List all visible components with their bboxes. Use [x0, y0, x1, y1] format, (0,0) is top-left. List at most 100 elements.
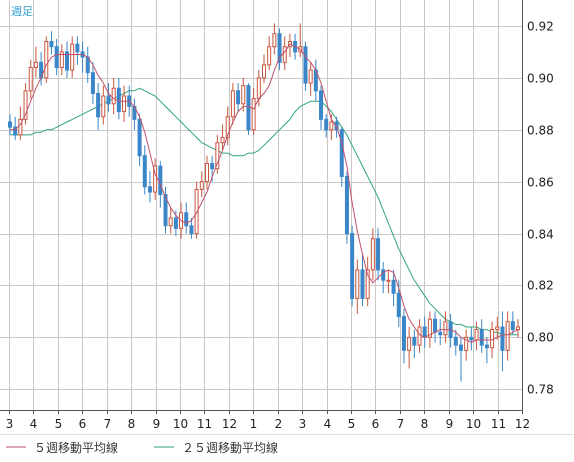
candle-body-down [360, 269, 365, 299]
candle [355, 259, 360, 314]
candle-body-down [319, 90, 324, 120]
candle-body-up [199, 181, 204, 190]
x-tick-label: 5 [55, 417, 63, 431]
candle [49, 31, 54, 55]
candle-body-up [70, 43, 75, 71]
candle [438, 319, 443, 346]
candle [381, 262, 386, 294]
candle-body-up [308, 69, 313, 84]
candle-body-down [350, 233, 355, 299]
candle-body-up [365, 269, 370, 299]
candle-body-down [142, 155, 147, 188]
legend: ５週移動平均線 ２５週移動平均線 [6, 440, 278, 455]
candle-body-down [500, 326, 505, 351]
candle-body-down [173, 217, 178, 229]
candle [277, 28, 282, 71]
chart-title: 週足 [11, 5, 33, 18]
y-tick-label: 0.92 [527, 20, 554, 34]
candle [90, 62, 95, 104]
candle [376, 228, 381, 281]
candle [204, 155, 209, 190]
x-tick-label: 3 [299, 417, 307, 431]
candle-body-up [464, 336, 469, 351]
candle [412, 329, 417, 359]
y-tick-label: 0.90 [527, 72, 554, 86]
legend-ma25-label: ２５週移動平均線 [182, 440, 278, 455]
candle [163, 186, 168, 234]
candle-body-down [96, 92, 101, 118]
candle [401, 308, 406, 364]
y-tick-label: 0.80 [527, 331, 554, 345]
candle-body-down [334, 121, 339, 131]
candle [303, 41, 308, 91]
candle-body-up [153, 165, 158, 193]
x-tick-label: 4 [324, 417, 332, 431]
x-tick-label: 7 [104, 417, 112, 431]
candle-body-up [282, 46, 287, 63]
candle-body-up [386, 279, 391, 282]
candle-body-down [90, 72, 95, 94]
candle [147, 171, 152, 203]
x-tick-label: 11 [197, 417, 212, 431]
x-tick-label: 10 [466, 417, 481, 431]
candle-body-down [458, 344, 463, 351]
candle [8, 114, 12, 135]
candle [70, 36, 75, 78]
candle-body-up [495, 326, 500, 331]
candle [189, 217, 194, 239]
candle-body-down [412, 336, 417, 346]
candle-body-up [168, 217, 173, 227]
y-tick-label: 0.84 [527, 228, 554, 242]
candle-body-up [443, 321, 448, 336]
x-tick-label: 9 [446, 417, 454, 431]
candle-body-up [329, 121, 334, 131]
candle-body-down [65, 51, 70, 71]
candle [458, 337, 463, 382]
candle [386, 269, 391, 294]
candle-body-down [163, 194, 168, 227]
candle-body-down [116, 87, 121, 113]
candle [59, 44, 64, 76]
candle-body-up [101, 95, 106, 118]
candle [272, 23, 277, 55]
candle-body-up [241, 85, 246, 105]
candle [54, 38, 59, 76]
candle-body-down [453, 336, 458, 346]
candle [215, 134, 220, 174]
candle [282, 36, 287, 71]
candle [479, 319, 484, 353]
candle [168, 207, 173, 234]
x-tick-label: 6 [79, 417, 87, 431]
candle-body-up [505, 321, 510, 351]
x-tick-label: 3 [6, 417, 14, 431]
candle-body-down [484, 344, 489, 349]
candle [500, 311, 505, 372]
candle [142, 145, 147, 195]
candle [516, 319, 520, 338]
x-tick-label: 7 [397, 417, 405, 431]
candle-body-up [33, 61, 38, 68]
candle-body-up [59, 51, 64, 68]
candle [137, 114, 142, 167]
candle-body-down [54, 46, 59, 68]
x-tick-label: 6 [372, 417, 380, 431]
candle-body-down [236, 90, 241, 105]
candle [344, 171, 349, 244]
candle [469, 326, 474, 351]
candle [324, 114, 329, 138]
candle-body-up [516, 326, 520, 331]
candle [18, 106, 23, 141]
candle-body-down [277, 33, 282, 63]
candle [184, 202, 189, 234]
candle-body-up [122, 95, 127, 113]
x-tick-label: 1 [250, 417, 258, 431]
candle-body-down [137, 118, 142, 157]
candle [443, 311, 448, 343]
candle-body-down [422, 326, 427, 338]
candle [230, 83, 235, 125]
candle-body-down [147, 186, 152, 193]
candle-body-down [75, 43, 80, 53]
candle [199, 171, 204, 198]
candle-body-down [510, 321, 515, 331]
